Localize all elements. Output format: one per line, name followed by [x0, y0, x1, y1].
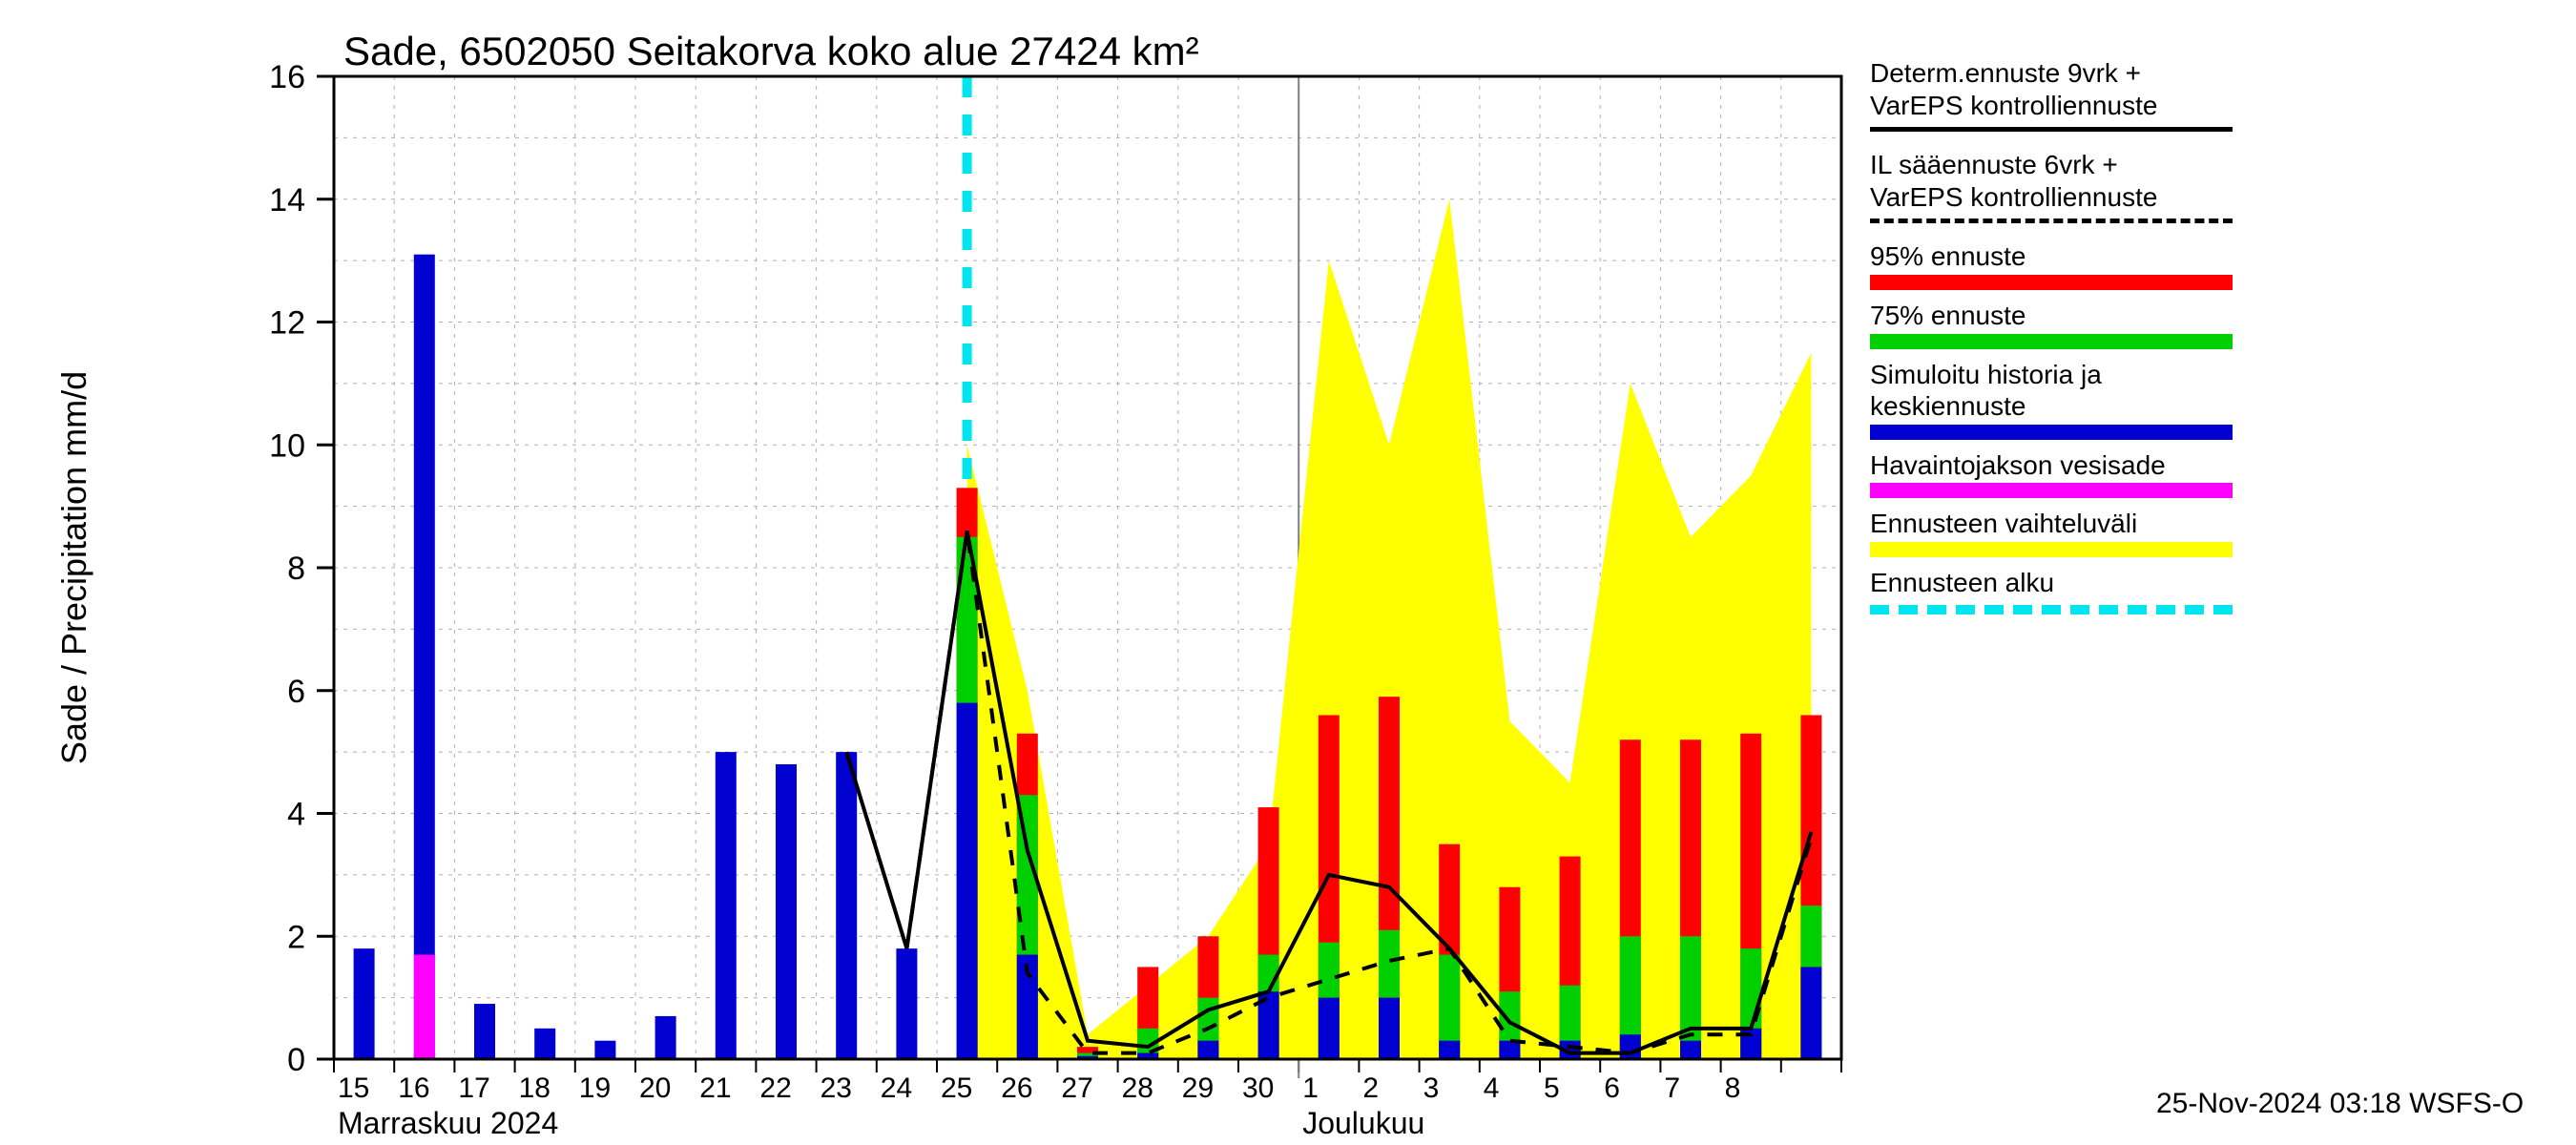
legend-label: VarEPS kontrolliennuste	[1870, 181, 2233, 214]
legend-label: IL sääennuste 6vrk +	[1870, 149, 2233, 181]
legend-item: Havaintojakson vesisade	[1870, 449, 2233, 499]
legend-swatch	[1870, 275, 2233, 290]
svg-text:18: 18	[519, 1072, 551, 1104]
svg-text:28: 28	[1122, 1072, 1153, 1104]
svg-text:November: November	[338, 1140, 479, 1145]
svg-text:4: 4	[1484, 1072, 1500, 1104]
legend-label: Havaintojakson vesisade	[1870, 449, 2233, 482]
svg-text:17: 17	[458, 1072, 489, 1104]
svg-text:Joulukuu: Joulukuu	[1302, 1106, 1424, 1140]
svg-text:23: 23	[821, 1072, 852, 1104]
svg-text:14: 14	[269, 182, 305, 219]
legend-label: Simuloitu historia ja	[1870, 359, 2233, 391]
legend-label: Ennusteen alku	[1870, 567, 2233, 599]
svg-text:21: 21	[699, 1072, 731, 1104]
legend-swatch	[1870, 219, 2233, 223]
svg-text:15: 15	[338, 1072, 369, 1104]
legend-label: Determ.ennuste 9vrk +	[1870, 57, 2233, 90]
legend-label: keskiennuste	[1870, 390, 2233, 423]
legend-swatch	[1870, 334, 2233, 349]
legend-item: Ennusteen alku	[1870, 567, 2233, 614]
legend-swatch	[1870, 127, 2233, 132]
svg-text:6: 6	[287, 674, 305, 710]
svg-text:16: 16	[269, 59, 305, 95]
legend-item: IL sääennuste 6vrk + VarEPS kontrollienn…	[1870, 149, 2233, 223]
legend-label: 95% ennuste	[1870, 240, 2233, 273]
legend-item: 95% ennuste	[1870, 240, 2233, 290]
legend-label: 75% ennuste	[1870, 300, 2233, 332]
svg-text:0: 0	[287, 1042, 305, 1078]
svg-text:Marraskuu 2024: Marraskuu 2024	[338, 1106, 558, 1140]
svg-text:8: 8	[287, 551, 305, 587]
svg-text:12: 12	[269, 305, 305, 342]
svg-text:20: 20	[639, 1072, 671, 1104]
legend-swatch	[1870, 605, 2233, 614]
legend-swatch	[1870, 542, 2233, 557]
svg-text:8: 8	[1725, 1072, 1741, 1104]
svg-text:16: 16	[398, 1072, 429, 1104]
svg-text:4: 4	[287, 797, 305, 833]
svg-text:22: 22	[759, 1072, 791, 1104]
svg-text:24: 24	[881, 1072, 912, 1104]
svg-text:27: 27	[1061, 1072, 1092, 1104]
svg-text:6: 6	[1604, 1072, 1620, 1104]
svg-text:25: 25	[941, 1072, 972, 1104]
svg-text:30: 30	[1242, 1072, 1274, 1104]
svg-text:10: 10	[269, 427, 305, 464]
legend-item: Determ.ennuste 9vrk +VarEPS kontrollienn…	[1870, 57, 2233, 132]
svg-text:29: 29	[1182, 1072, 1214, 1104]
svg-text:December: December	[1302, 1140, 1444, 1145]
svg-text:Sade / Precipitation mm/d: Sade / Precipitation mm/d	[54, 371, 93, 764]
svg-text:26: 26	[1001, 1072, 1032, 1104]
legend-label: Ennusteen vaihteluväli	[1870, 508, 2233, 540]
timestamp: 25-Nov-2024 03:18 WSFS-O	[2156, 1088, 2524, 1120]
legend-swatch	[1870, 483, 2233, 498]
svg-text:2: 2	[1362, 1072, 1379, 1104]
svg-text:3: 3	[1423, 1072, 1440, 1104]
legend: Determ.ennuste 9vrk +VarEPS kontrollienn…	[1870, 57, 2233, 632]
svg-text:2: 2	[287, 919, 305, 955]
svg-text:19: 19	[579, 1072, 611, 1104]
precipitation-chart: 0246810121416151617181920212223242526272…	[0, 0, 2576, 1145]
svg-text:7: 7	[1664, 1072, 1680, 1104]
legend-item: Simuloitu historia jakeskiennuste	[1870, 359, 2233, 440]
legend-label: VarEPS kontrolliennuste	[1870, 90, 2233, 122]
legend-item: Ennusteen vaihteluväli	[1870, 508, 2233, 557]
svg-text:1: 1	[1302, 1072, 1319, 1104]
legend-item: 75% ennuste	[1870, 300, 2233, 349]
svg-text:Sade, 6502050 Seitakorva koko: Sade, 6502050 Seitakorva koko alue 27424…	[343, 29, 1199, 73]
svg-text:5: 5	[1544, 1072, 1560, 1104]
legend-swatch	[1870, 425, 2233, 440]
